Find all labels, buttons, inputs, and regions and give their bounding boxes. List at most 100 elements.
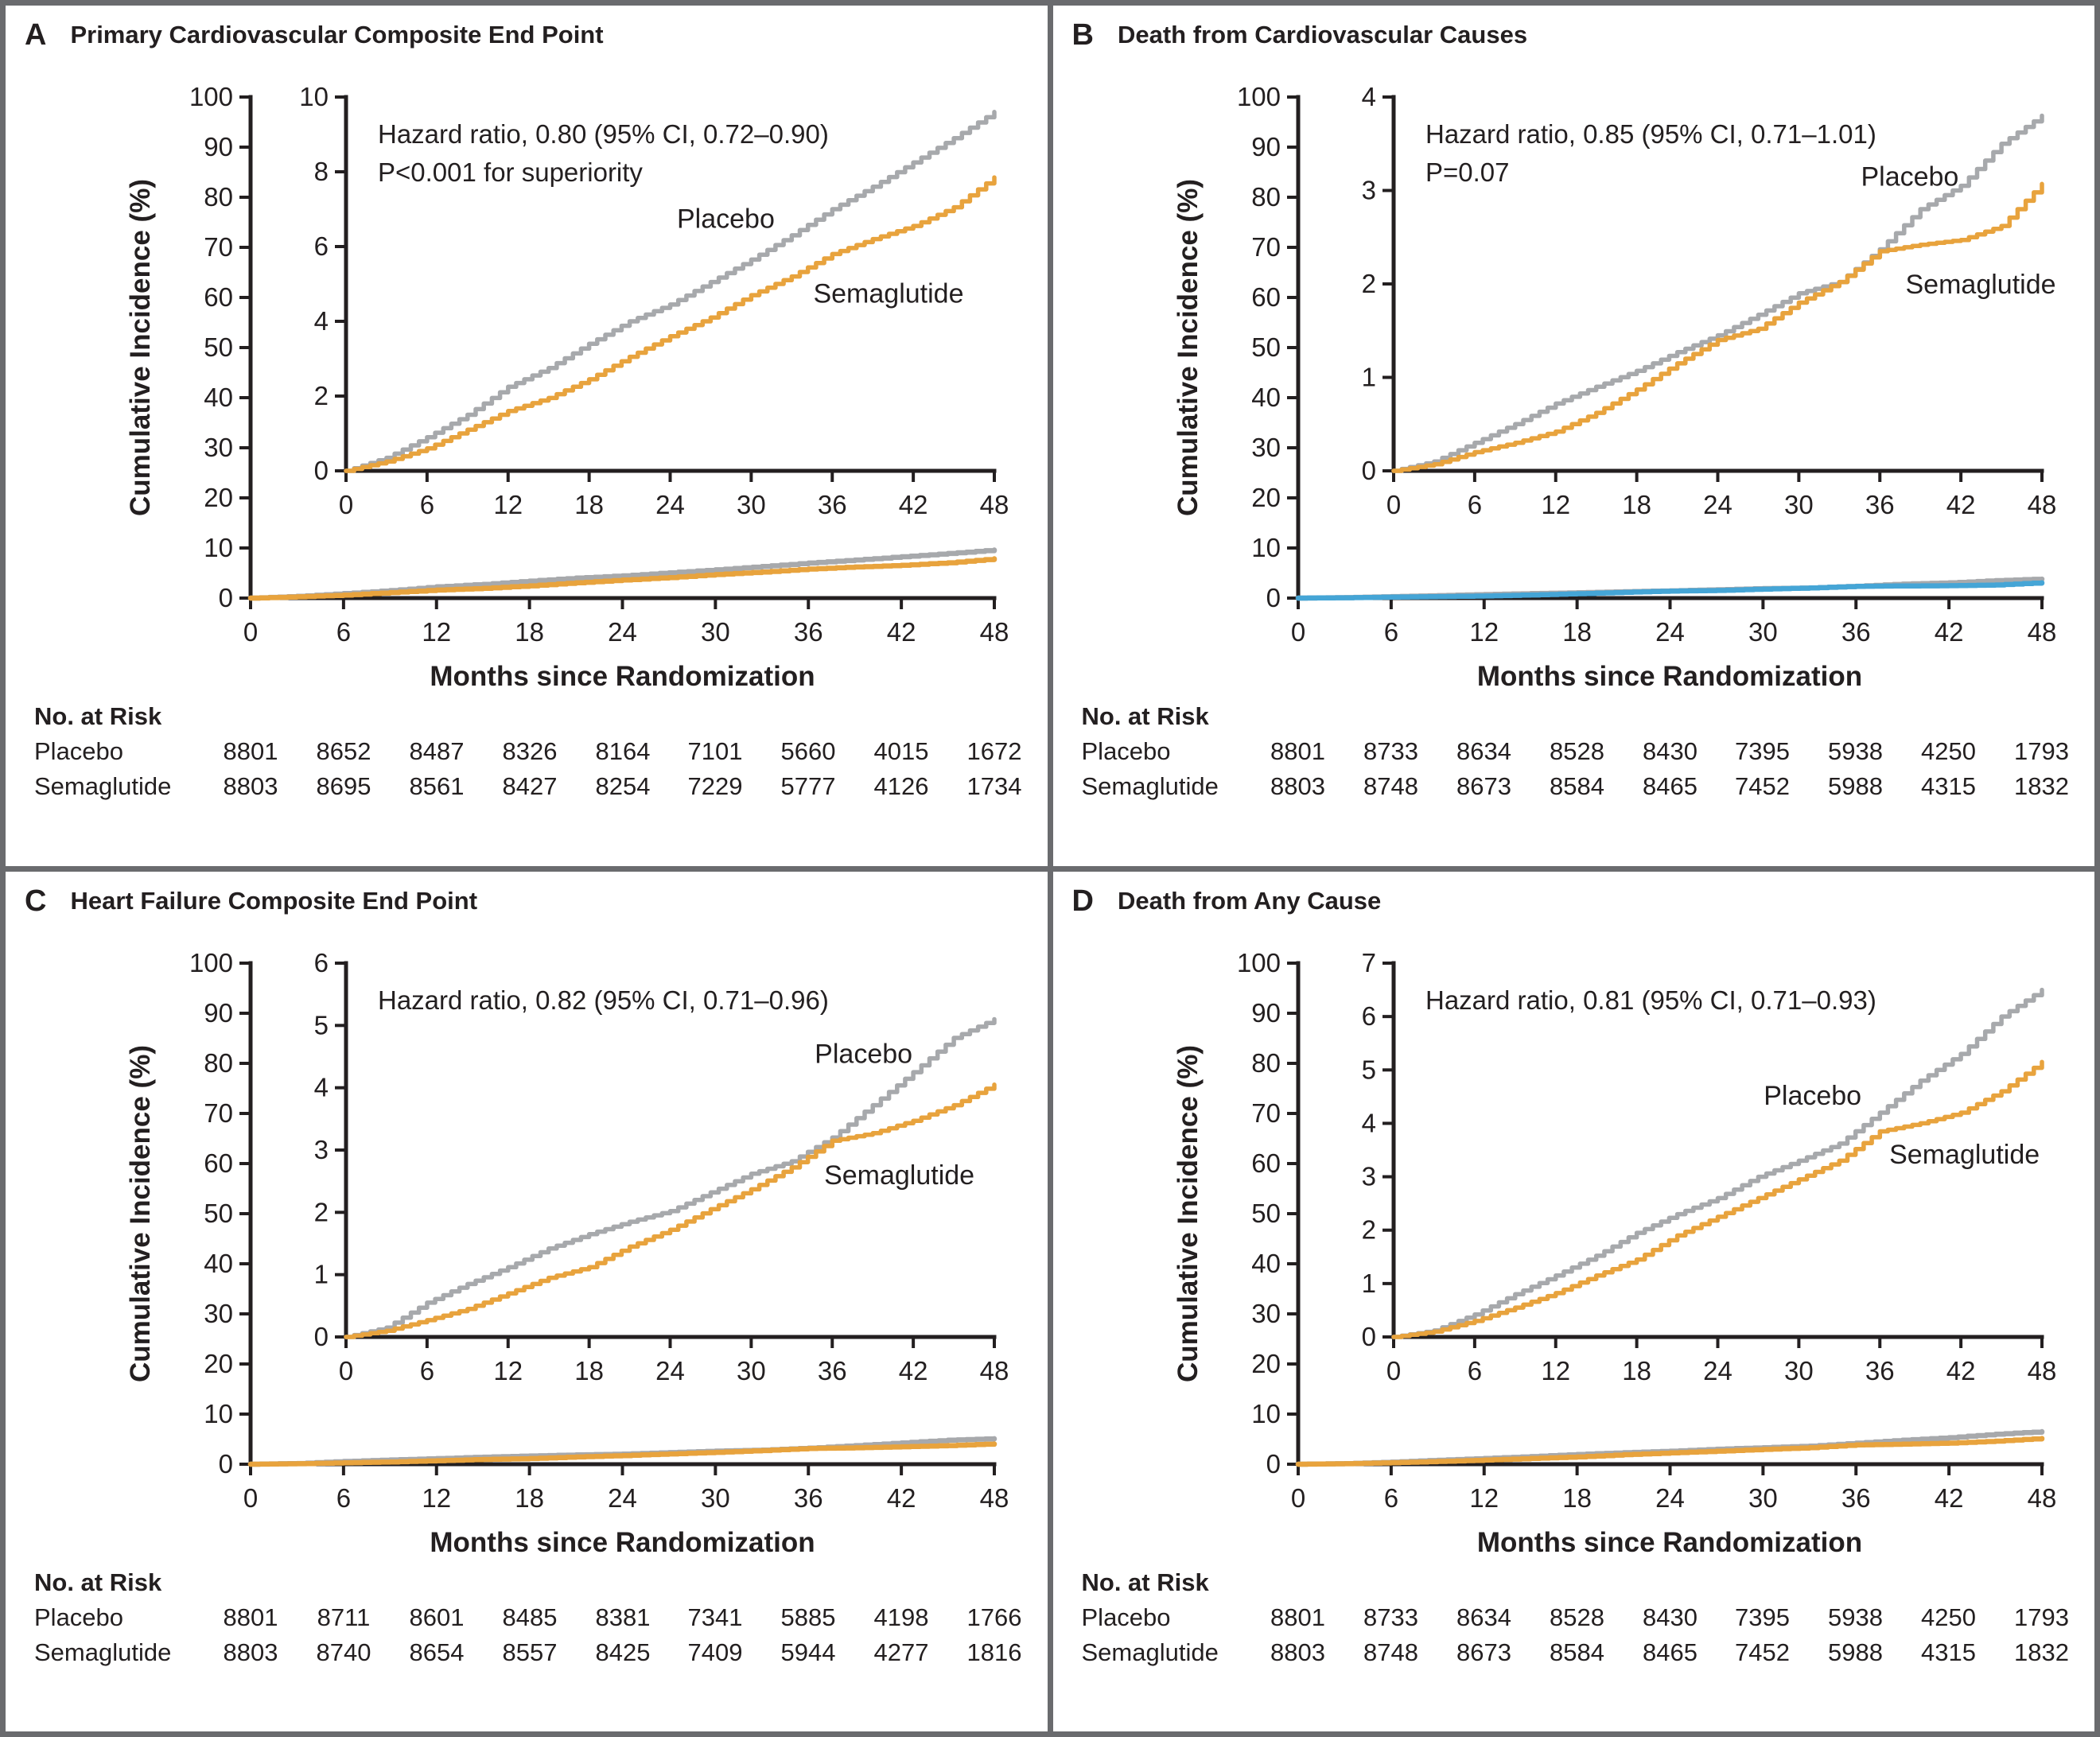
svg-text:24: 24 [1655, 617, 1685, 647]
risk-count: 5938 [1828, 737, 1883, 765]
panel-title: B Death from Cardiovascular Causes [1072, 18, 1528, 52]
svg-text:70: 70 [1251, 1098, 1281, 1128]
svg-text:30: 30 [737, 1356, 766, 1385]
risk-count: 7395 [1735, 737, 1790, 765]
panel-a: A Primary Cardiovascular Composite End Po… [6, 6, 1048, 866]
risk-row-semaglutide: Semaglutide 8803 8748 8673 8584 8465 7452 5988… [1053, 1638, 2095, 1672]
svg-text:30: 30 [1748, 1483, 1778, 1513]
risk-row-label: Semaglutide [1081, 772, 1219, 800]
svg-text:60: 60 [1251, 1148, 1281, 1178]
risk-count: 8601 [409, 1603, 465, 1631]
risk-count: 7341 [687, 1603, 743, 1631]
svg-text:100: 100 [1236, 948, 1280, 977]
risk-count: 8803 [1270, 772, 1325, 800]
svg-text:10: 10 [299, 82, 329, 111]
panel-b: B Death from Cardiovascular Causes Cumula… [1052, 6, 2095, 866]
x-axis-label: Months since Randomization [430, 661, 815, 692]
svg-text:100: 100 [189, 948, 233, 977]
svg-text:80: 80 [204, 182, 233, 212]
risk-row-placebo: Placebo 8801 8733 8634 8528 8430 7395 5938 4250… [1053, 1603, 2095, 1637]
svg-text:0: 0 [1386, 490, 1400, 519]
svg-text:18: 18 [574, 1356, 604, 1385]
risk-count: 8801 [223, 1603, 278, 1631]
svg-text:48: 48 [980, 1483, 1009, 1513]
svg-text:70: 70 [204, 1098, 233, 1128]
svg-text:2: 2 [314, 1197, 329, 1226]
svg-text:36: 36 [1841, 617, 1870, 647]
svg-text:24: 24 [1703, 1356, 1732, 1385]
svg-text:50: 50 [1251, 1199, 1281, 1228]
svg-text:30: 30 [701, 617, 730, 647]
svg-text:6: 6 [420, 490, 434, 519]
panel-title: A Primary Cardiovascular Composite End Po… [25, 18, 604, 52]
risk-count: 1832 [2014, 1638, 2069, 1666]
svg-text:48: 48 [2027, 1483, 2056, 1513]
svg-text:2: 2 [314, 381, 329, 410]
risk-count: 8427 [502, 772, 558, 800]
svg-text:48: 48 [2027, 490, 2056, 519]
svg-text:18: 18 [1562, 1483, 1592, 1513]
svg-text:90: 90 [1251, 998, 1281, 1028]
svg-text:60: 60 [1251, 282, 1281, 312]
risk-row-label: Placebo [1081, 737, 1171, 765]
risk-count: 8748 [1363, 1638, 1418, 1666]
panel-c: C Heart Failure Composite End Point Cumul… [6, 871, 1048, 1731]
svg-text:Hazard ratio, 0.80 (95% CI, 0.: Hazard ratio, 0.80 (95% CI, 0.72–0.90) [378, 119, 829, 149]
svg-text:80: 80 [204, 1048, 233, 1078]
svg-text:36: 36 [1865, 490, 1894, 519]
svg-text:24: 24 [655, 490, 685, 519]
svg-text:6: 6 [1467, 490, 1481, 519]
risk-row-label: Placebo [34, 737, 124, 765]
svg-text:8: 8 [314, 157, 329, 186]
svg-text:40: 40 [1251, 1249, 1281, 1278]
risk-count: 5988 [1828, 1638, 1883, 1666]
risk-count: 5777 [780, 772, 836, 800]
risk-count: 8425 [595, 1638, 651, 1666]
risk-count: 8430 [1643, 1603, 1698, 1631]
risk-count: 8254 [595, 772, 651, 800]
risk-count: 8733 [1363, 737, 1418, 765]
svg-text:10: 10 [1251, 1399, 1281, 1428]
risk-count: 1734 [966, 772, 1022, 800]
risk-count: 8557 [502, 1638, 558, 1666]
panel-title: C Heart Failure Composite End Point [25, 884, 477, 919]
svg-text:10: 10 [204, 533, 233, 562]
svg-text:36: 36 [1841, 1483, 1870, 1513]
svg-text:100: 100 [1236, 82, 1280, 111]
risk-table-heading: No. at Risk [34, 1568, 162, 1596]
risk-count: 8634 [1456, 1603, 1511, 1631]
svg-text:0: 0 [1266, 583, 1280, 612]
risk-count: 8673 [1456, 1638, 1511, 1666]
x-axis-label: Months since Randomization [1476, 1526, 1863, 1558]
svg-text:42: 42 [887, 617, 916, 647]
risk-count: 1793 [2014, 737, 2069, 765]
svg-text:30: 30 [1251, 1299, 1281, 1328]
svg-text:42: 42 [1934, 1483, 1963, 1513]
panel-letter: D [1071, 884, 1094, 918]
risk-row-semaglutide: Semaglutide 8803 8748 8673 8584 8465 7452 5988… [1053, 772, 2095, 806]
svg-text:80: 80 [1251, 182, 1281, 212]
svg-text:5: 5 [1361, 1055, 1375, 1084]
risk-count: 8801 [223, 737, 278, 765]
svg-text:6: 6 [314, 948, 329, 977]
risk-count: 7409 [687, 1638, 743, 1666]
svg-text:0: 0 [219, 1449, 233, 1479]
risk-count: 1832 [2014, 772, 2069, 800]
risk-count: 8803 [223, 1638, 278, 1666]
risk-count: 8465 [1643, 772, 1698, 800]
svg-text:6: 6 [420, 1356, 434, 1385]
svg-text:90: 90 [1251, 132, 1281, 161]
svg-text:40: 40 [1251, 383, 1281, 412]
risk-count: 8711 [317, 1603, 371, 1631]
svg-text:90: 90 [204, 998, 233, 1028]
svg-text:24: 24 [1655, 1483, 1685, 1513]
svg-text:0: 0 [1290, 617, 1305, 647]
risk-row-label: Semaglutide [34, 772, 172, 800]
risk-row-placebo: Placebo 8801 8652 8487 8326 8164 7101 5660 4015… [6, 737, 1048, 771]
svg-text:0: 0 [1361, 456, 1375, 485]
svg-text:42: 42 [899, 490, 928, 519]
svg-text:60: 60 [204, 1148, 233, 1178]
